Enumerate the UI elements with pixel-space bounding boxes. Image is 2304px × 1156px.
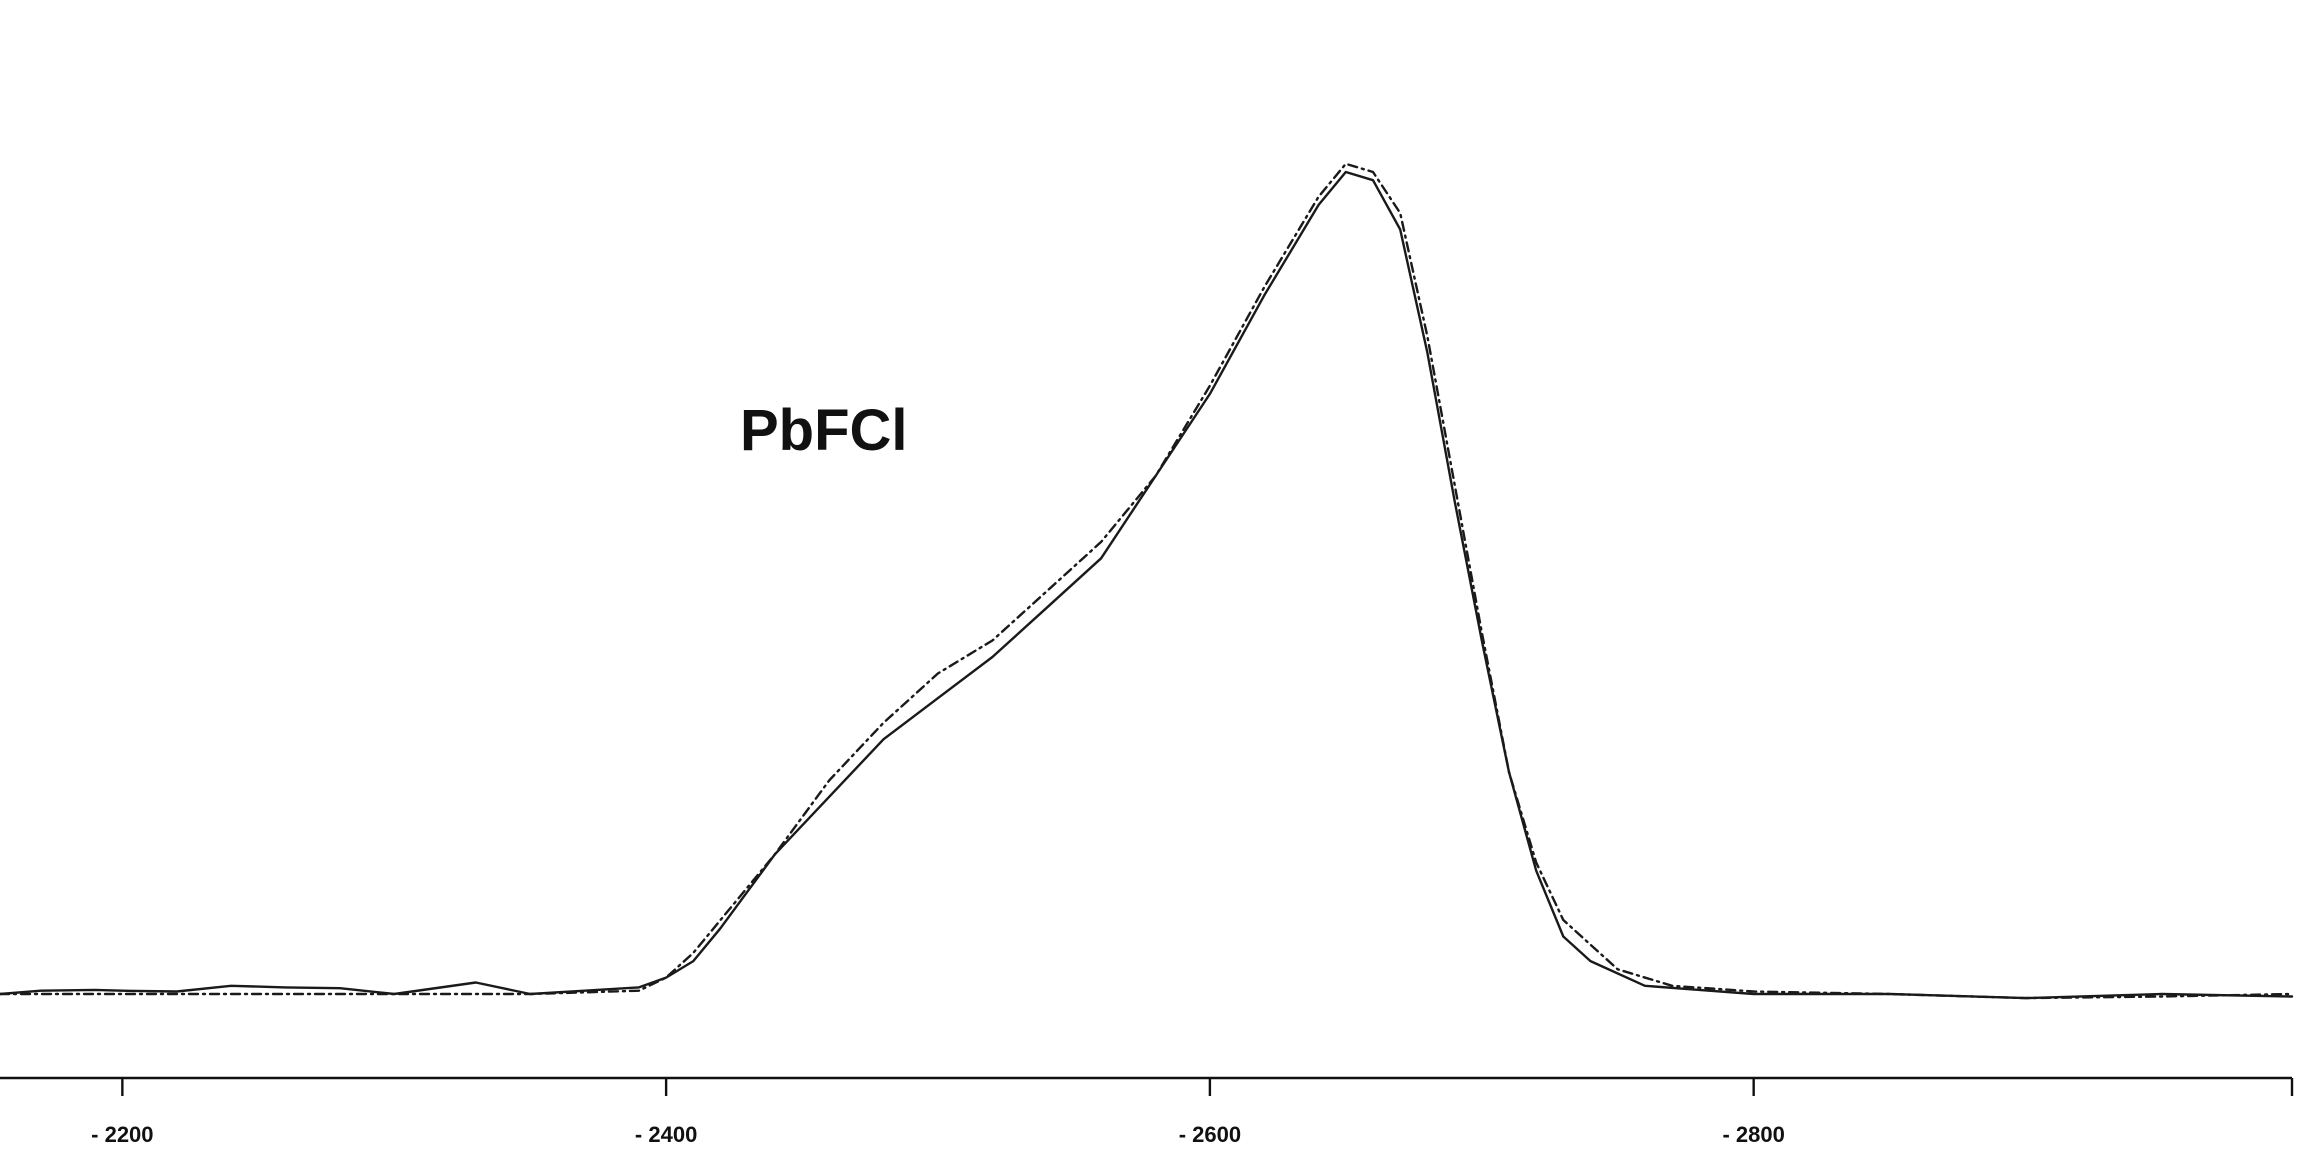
chart-annotation: PbFCl xyxy=(740,398,908,463)
series-line-1 xyxy=(0,170,2294,1000)
series-line-2 xyxy=(0,162,2294,1000)
x-tick-label: - 2600 xyxy=(1179,1122,1241,1147)
x-tick-label: - 2200 xyxy=(91,1122,153,1147)
x-axis-ticks: - 2200 - 2400 - 2600 - 2800 xyxy=(91,1078,2294,1147)
series-layer xyxy=(0,162,2294,1000)
x-tick-label: - 2800 xyxy=(1722,1122,1784,1147)
x-tick-label: - 2400 xyxy=(635,1122,697,1147)
